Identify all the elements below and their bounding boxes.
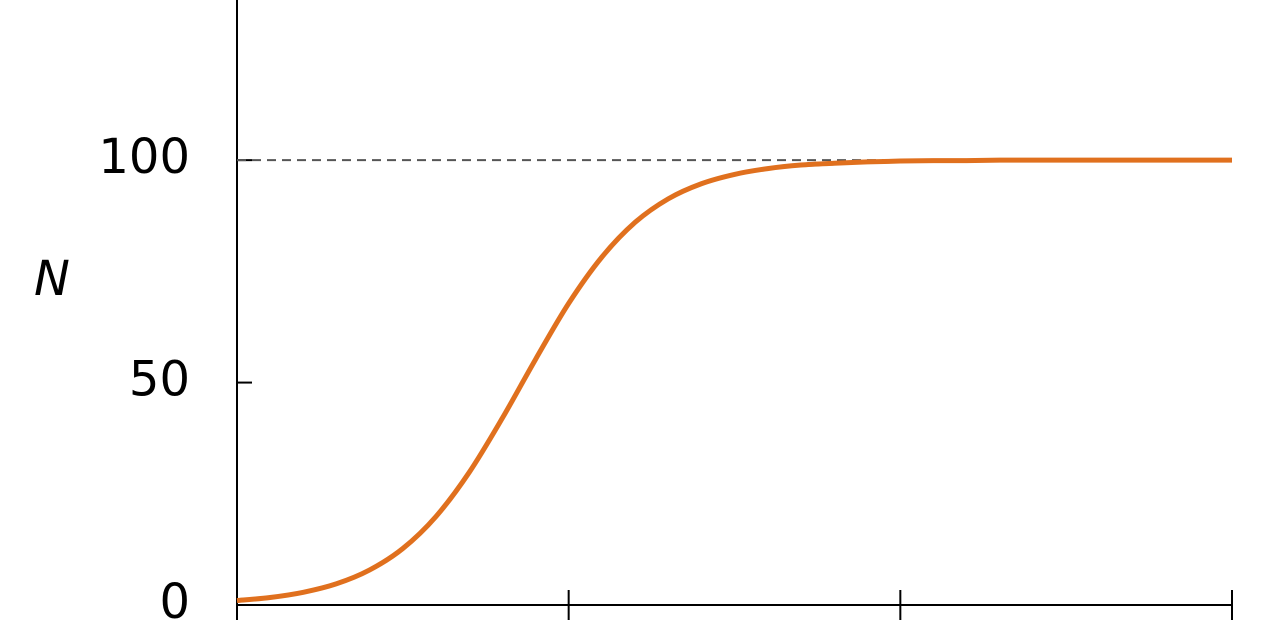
y-axis-label: N: [34, 251, 70, 307]
y-tick-label: 100: [98, 129, 190, 185]
curve: [236, 157, 1232, 604]
y-tick-label: 50: [129, 352, 190, 408]
y-tick-label: 0: [159, 574, 190, 630]
